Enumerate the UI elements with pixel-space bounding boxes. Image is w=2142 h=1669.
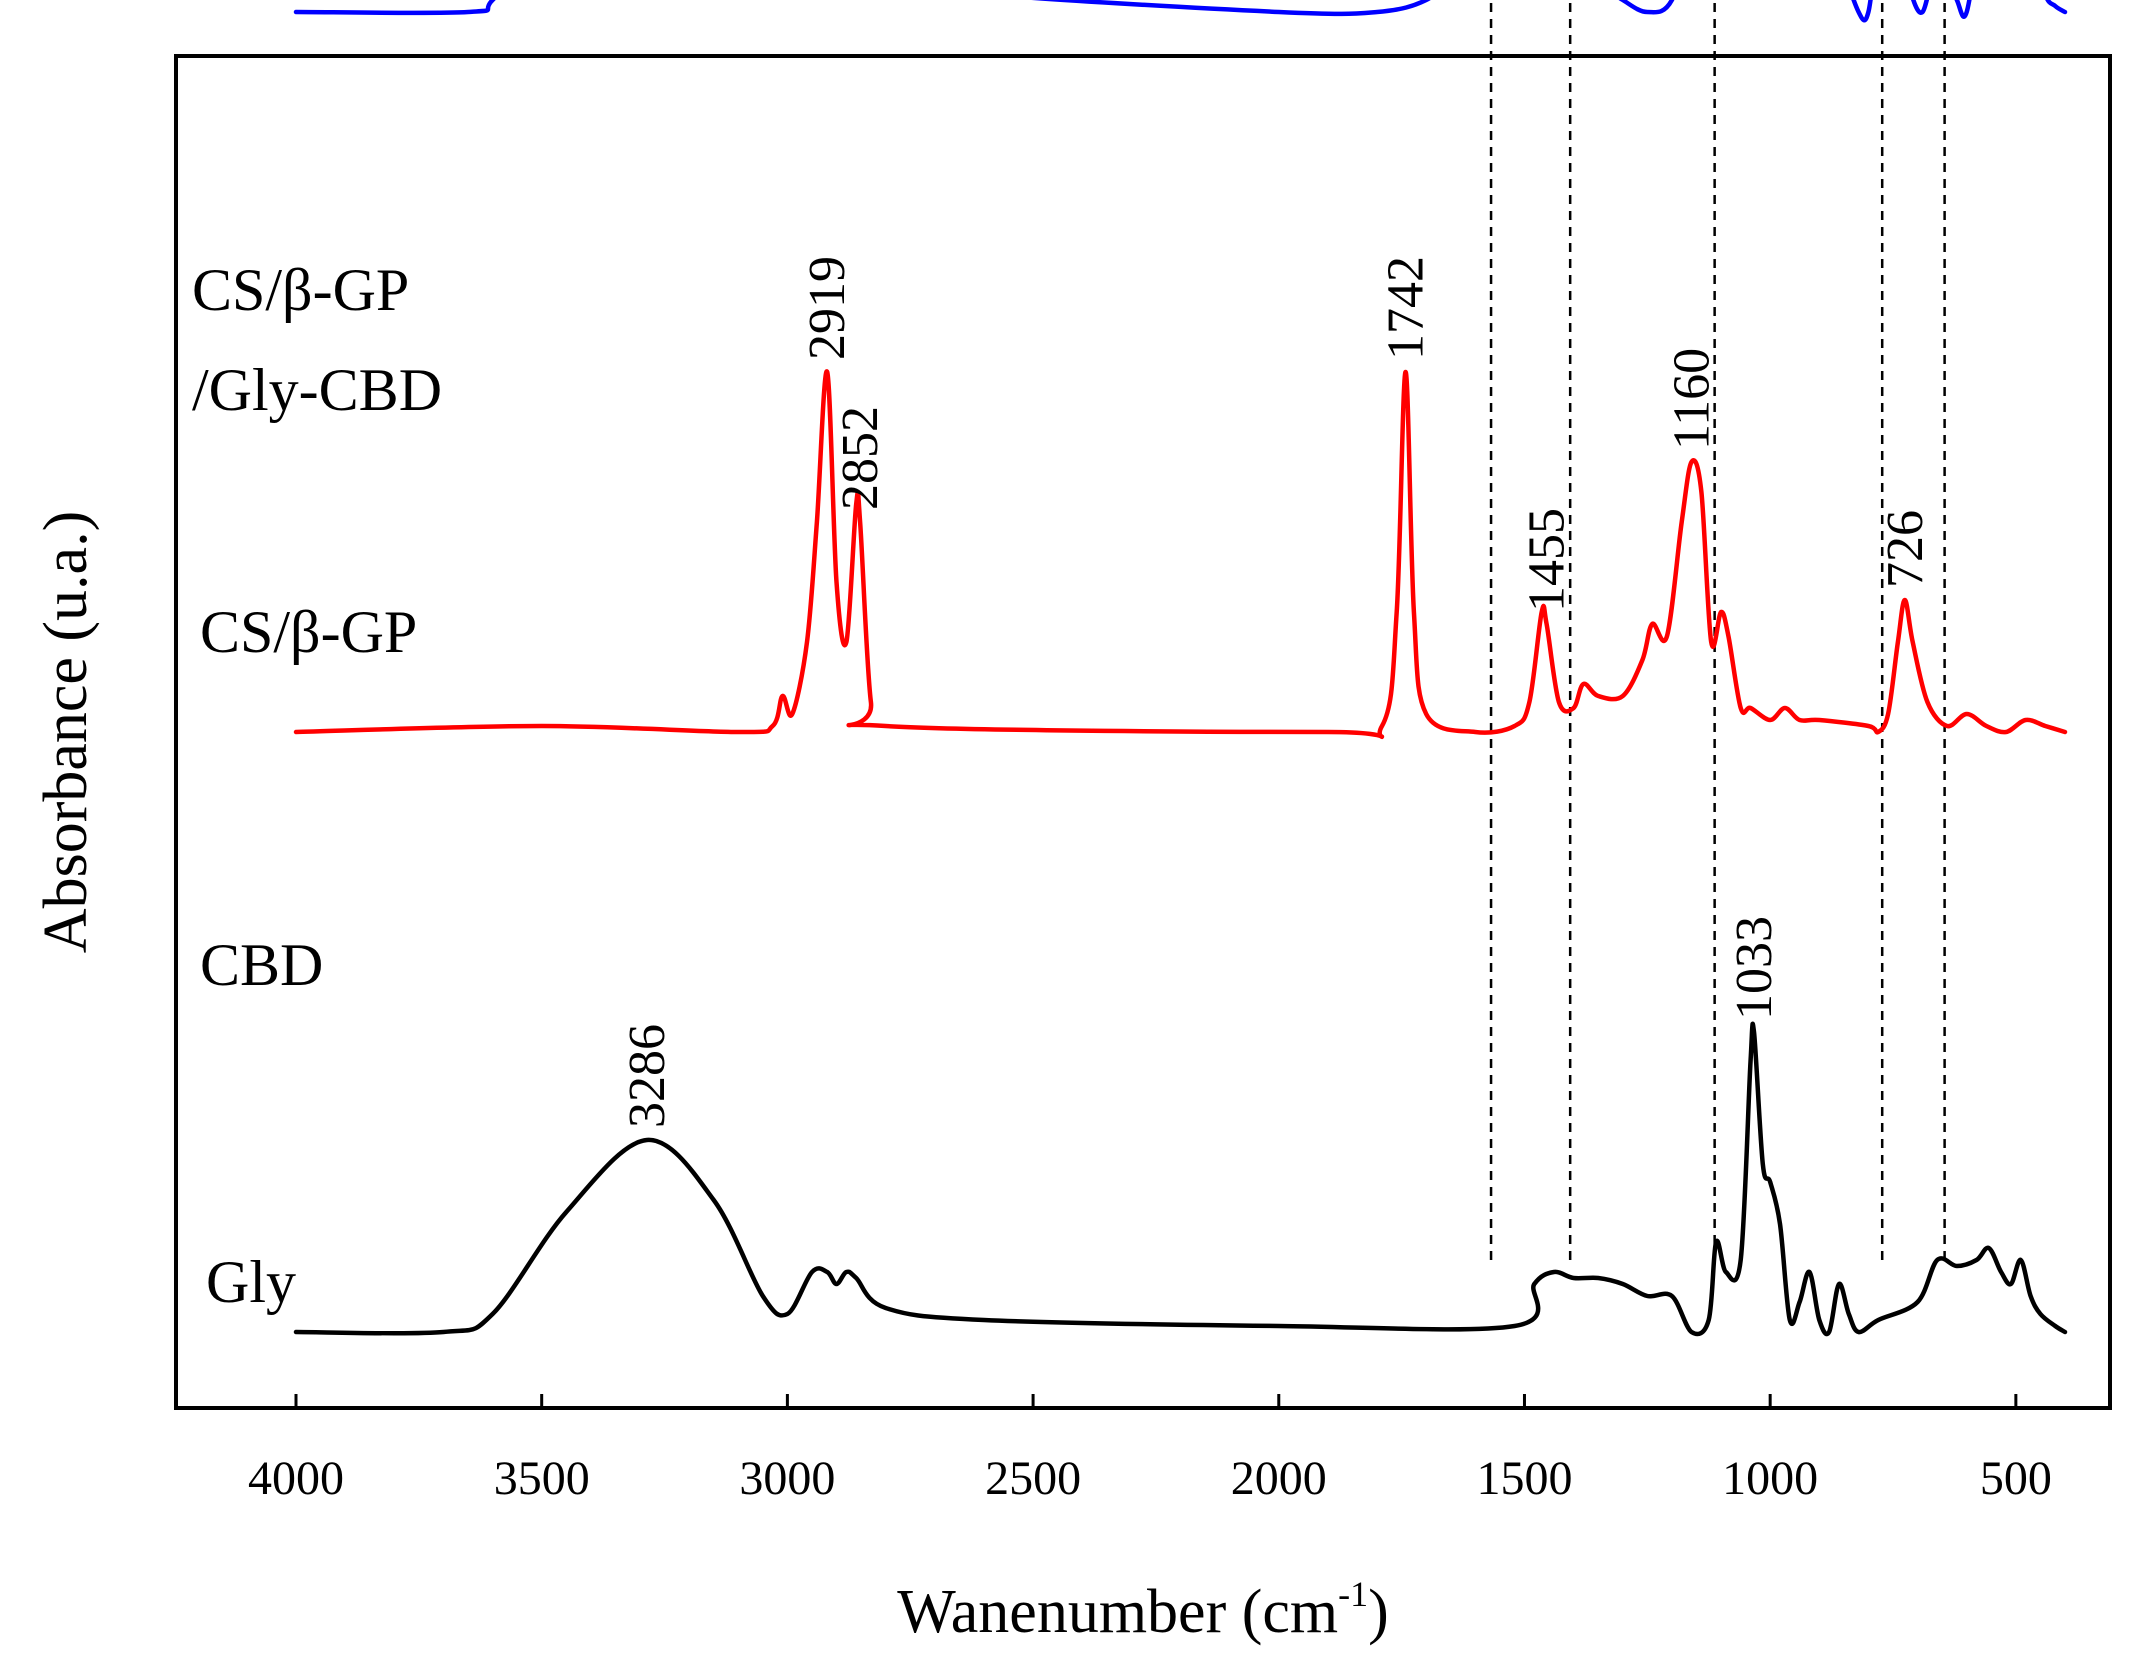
y-axis-title: Absorbance (u.a.) — [32, 511, 100, 953]
x-tick-label-1500: 1500 — [1476, 1452, 1572, 1505]
series-line-0 — [293, 1021, 2068, 1337]
series-label-1: CBD — [200, 932, 323, 998]
series-label-2: CS/β-GP — [200, 599, 417, 665]
x-tick-label-2500: 2500 — [985, 1452, 1081, 1505]
x-axis-title: Wanenumber (cm-1) — [897, 1574, 1389, 1646]
series-labels: Gly CBD CS/β-GP CS/β-GP/Gly-CBD — [192, 257, 442, 1315]
peak-label-1742-12: 1742 — [1378, 256, 1435, 360]
series-label-0: Gly — [206, 1249, 296, 1315]
peak-label-726-15: 726 — [1877, 510, 1934, 588]
plot-frame — [174, 54, 2112, 1410]
x-tick-label-500: 500 — [1980, 1452, 2052, 1505]
reference-lines — [1489, 0, 1946, 1260]
series-line-1 — [293, 369, 2068, 739]
series-line-2 — [293, 0, 2068, 23]
x-tick-label-3500: 3500 — [494, 1452, 590, 1505]
peak-label-3286-16: 3286 — [619, 1024, 676, 1128]
x-tick-label-2000: 2000 — [1231, 1452, 1327, 1505]
x-axis: 4000 3500 3000 2500 2000 1500 1000 500 — [248, 1394, 2052, 1505]
x-tick-label-3000: 3000 — [739, 1452, 835, 1505]
peak-label-1160-14: 1160 — [1664, 348, 1721, 450]
x-tick-label-1000: 1000 — [1722, 1452, 1818, 1505]
series-label-3: CS/β-GP/Gly-CBD — [192, 257, 442, 423]
x-tick-label-4000: 4000 — [248, 1452, 344, 1505]
spectra-curves — [293, 0, 2068, 1337]
peak-labels: 3240156814071113104696677264551851829192… — [619, 256, 1934, 1128]
peak-label-2919-10: 2919 — [799, 256, 856, 360]
peak-label-2852-11: 2852 — [832, 406, 889, 510]
peak-label-1455-13: 1455 — [1519, 508, 1576, 612]
peak-label-1033-17: 1033 — [1726, 916, 1783, 1020]
